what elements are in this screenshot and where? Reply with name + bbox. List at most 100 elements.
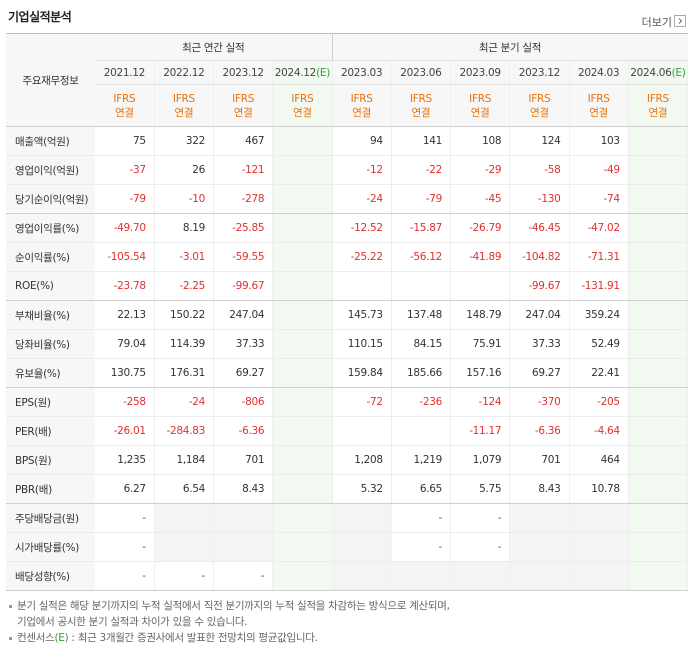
row-label: 영업이익(억원)	[6, 155, 95, 185]
accounting-standard: IFRS	[232, 92, 255, 105]
value-cell: -	[391, 532, 452, 562]
consolidation-scope: 연결	[233, 106, 253, 119]
financial-table: 주요재무정보 최근 연간 실적 최근 분기 실적 2021.12 2022.12 2023…	[6, 33, 689, 591]
consolidation-scope: 연결	[648, 106, 668, 119]
period-date: 2023.03	[340, 66, 383, 79]
value-cell: 1,184	[154, 445, 215, 475]
value-cell: 8.43	[213, 474, 274, 504]
value-cell: 75	[95, 126, 155, 156]
consolidation-scope: 연결	[411, 106, 431, 119]
value-cell: -	[154, 561, 215, 591]
empty-cell	[272, 329, 333, 359]
value-cell: 701	[509, 445, 570, 475]
data-row: 부채비율(%) 22.13 150.22 247.04 145.73 137.48 148.…	[6, 300, 689, 330]
value-cell: -	[95, 532, 155, 562]
value-cell: 8.19	[154, 213, 215, 243]
value-cell: -12.52	[331, 213, 392, 243]
value-cell: -45	[450, 184, 511, 214]
value-cell: -6.36	[213, 416, 274, 446]
value-cell: -72	[331, 387, 392, 417]
data-row: 매출액(억원) 75 322 467 94 141 108 124 103	[6, 126, 689, 156]
basis: IFRS 연결	[628, 84, 689, 127]
value-cell: 148.79	[450, 300, 511, 330]
row-label: 시가배당률(%)	[6, 532, 95, 562]
value-cell: -59.55	[213, 242, 274, 272]
empty-cell	[628, 184, 689, 214]
data-row: 당기순이익(억원) -79 -10 -278 -24 -79 -45 -130 -74	[6, 184, 689, 214]
value-cell: -104.82	[509, 242, 570, 272]
empty-cell	[628, 503, 689, 533]
basis: IFRS 연결	[213, 84, 274, 127]
value-cell: -121	[213, 155, 274, 185]
value-cell: -71.31	[569, 242, 629, 272]
basis: IFRS 연결	[569, 84, 629, 127]
consolidation-scope: 연결	[115, 106, 134, 119]
empty-cell	[331, 416, 392, 446]
value-cell: 185.66	[391, 358, 452, 388]
value-cell: 1,219	[391, 445, 452, 475]
empty-cell	[628, 126, 689, 156]
empty-cell	[331, 503, 392, 533]
value-cell: 37.33	[213, 329, 274, 359]
empty-cell	[391, 416, 452, 446]
empty-cell	[628, 532, 689, 562]
value-cell: -	[450, 503, 511, 533]
value-cell: -25.22	[331, 242, 392, 272]
note-line: 기업에서 공시한 분기 실적과 차이가 있을 수 있습니다.	[17, 616, 248, 628]
data-row: EPS(원) -258 -24 -806 -72 -236 -124 -370 -205	[6, 387, 689, 417]
row-label: ROE(%)	[6, 271, 95, 301]
more-link[interactable]: 더보기	[642, 14, 686, 30]
more-icon[interactable]	[674, 15, 686, 27]
row-label: BPS(원)	[6, 445, 95, 475]
empty-cell	[331, 271, 392, 301]
empty-cell	[331, 532, 392, 562]
value-cell: 75.91	[450, 329, 511, 359]
value-cell: -10	[154, 184, 215, 214]
value-cell: 22.41	[569, 358, 629, 388]
value-cell: -258	[95, 387, 155, 417]
data-row: 배당성향(%) - - -	[6, 561, 689, 591]
empty-cell	[272, 474, 333, 504]
more-label[interactable]: 더보기	[641, 16, 672, 29]
empty-cell	[569, 503, 629, 533]
value-cell: 110.15	[331, 329, 392, 359]
value-cell: -41.89	[450, 242, 511, 272]
period: 2023.03	[331, 60, 392, 85]
accounting-standard: IFRS	[409, 92, 432, 105]
value-cell: 359.24	[569, 300, 629, 330]
empty-cell	[272, 503, 333, 533]
value-cell: -	[391, 503, 452, 533]
value-cell: 94	[331, 126, 392, 156]
value-cell: -46.45	[509, 213, 570, 243]
value-cell: -	[95, 561, 155, 591]
value-cell: 10.78	[569, 474, 629, 504]
period-date: 2023.12	[222, 66, 264, 79]
header-row: 주요재무정보 최근 연간 실적 최근 분기 실적	[6, 33, 688, 127]
value-cell: -	[213, 561, 274, 591]
note-text: : 최근 3개월간 증권사에서 발표한 전망치의 평균값입니다.	[68, 632, 318, 644]
note-line: 분기 실적은 해당 분기까지의 누적 실적에서 직전 분기까지의 누적 실적을 …	[17, 600, 450, 612]
value-cell: 176.31	[154, 358, 215, 388]
row-label: 당기순이익(억원)	[6, 184, 95, 214]
value-cell: -6.36	[509, 416, 570, 446]
data-row: 유보율(%) 130.75 176.31 69.27 159.84 185.66 157.1…	[6, 358, 689, 388]
period: 2024.06(E)	[628, 60, 689, 85]
empty-cell	[628, 213, 689, 243]
value-cell: -105.54	[95, 242, 155, 272]
note-text: 컨센서스	[17, 632, 55, 644]
value-cell: -79	[391, 184, 452, 214]
estimate-mark: (E)	[316, 66, 330, 79]
data-row: 순이익률(%) -105.54 -3.01 -59.55 -25.22 -56.12 -41…	[6, 242, 689, 272]
period: 2023.06	[391, 60, 452, 85]
empty-cell	[628, 387, 689, 417]
note: 컨센서스(E) : 최근 3개월간 증권사에서 발표한 전망치의 평균값입니다.	[8, 630, 688, 646]
value-cell: 84.15	[391, 329, 452, 359]
value-cell: -26.79	[450, 213, 511, 243]
value-cell: -25.85	[213, 213, 274, 243]
empty-cell	[628, 271, 689, 301]
value-cell: -24	[331, 184, 392, 214]
empty-cell	[450, 561, 511, 591]
accounting-standard: IFRS	[291, 92, 314, 105]
value-cell: -26.01	[95, 416, 155, 446]
empty-cell	[331, 561, 392, 591]
